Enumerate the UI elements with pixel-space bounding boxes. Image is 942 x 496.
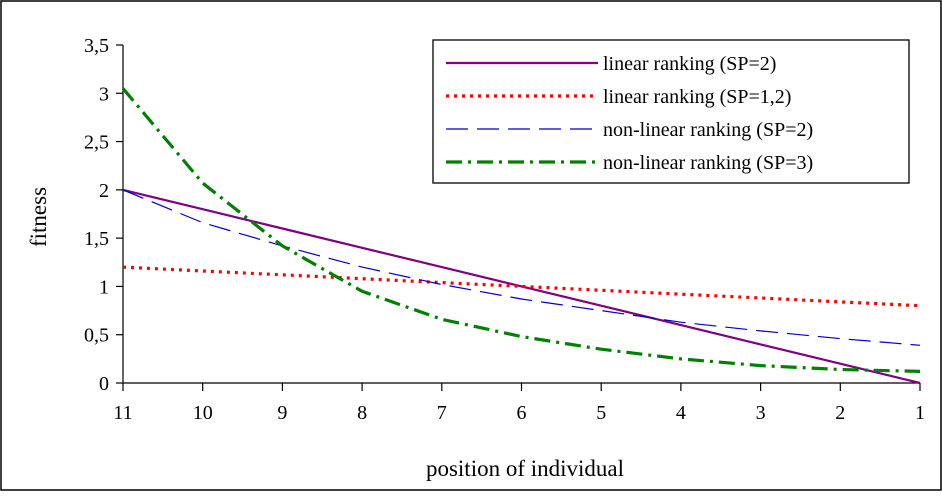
x-tick-label: 8	[357, 402, 367, 424]
x-tick-label: 5	[596, 402, 606, 424]
x-tick-label: 3	[756, 402, 766, 424]
y-tick-label: 3	[99, 83, 109, 105]
x-tick-label: 4	[676, 402, 686, 424]
y-tick-label: 0,5	[84, 325, 109, 347]
y-axis-title: fitness	[26, 187, 51, 247]
y-tick-label: 2,5	[84, 132, 109, 154]
legend-label: non-linear ranking (SP=2)	[603, 119, 813, 141]
x-tick-label: 10	[193, 402, 213, 424]
series-line-2	[122, 265, 921, 308]
series-line-3	[122, 189, 921, 346]
series-line-1	[122, 188, 921, 385]
x-tick-label: 6	[517, 402, 527, 424]
x-tick-label: 2	[835, 402, 845, 424]
y-tick-label: 1	[99, 276, 109, 298]
y-tick-label: 0	[99, 373, 109, 395]
series-lines	[121, 87, 921, 385]
x-tick-label: 11	[113, 402, 132, 424]
y-tick-label: 2	[99, 180, 109, 202]
x-tick-label: 1	[915, 402, 925, 424]
axes: 0 0,5 1 1,5 2 2,5 3 3,5 11 10 9 8 7 6 5 4 3 2 1	[84, 35, 925, 424]
legend-label: non-linear ranking (SP=3)	[603, 152, 813, 174]
legend-label: linear ranking (SP=1,2)	[603, 86, 791, 108]
series-line-4	[121, 87, 921, 373]
legend-label: linear ranking (SP=2)	[603, 53, 776, 75]
y-tick-label: 1,5	[84, 228, 109, 250]
x-tick-label: 7	[437, 402, 447, 424]
x-tick-label: 9	[277, 402, 287, 424]
legend: linear ranking (SP=2) linear ranking (SP=…	[432, 39, 910, 184]
y-tick-label: 3,5	[84, 35, 109, 57]
x-axis-title: position of individual	[426, 456, 624, 481]
